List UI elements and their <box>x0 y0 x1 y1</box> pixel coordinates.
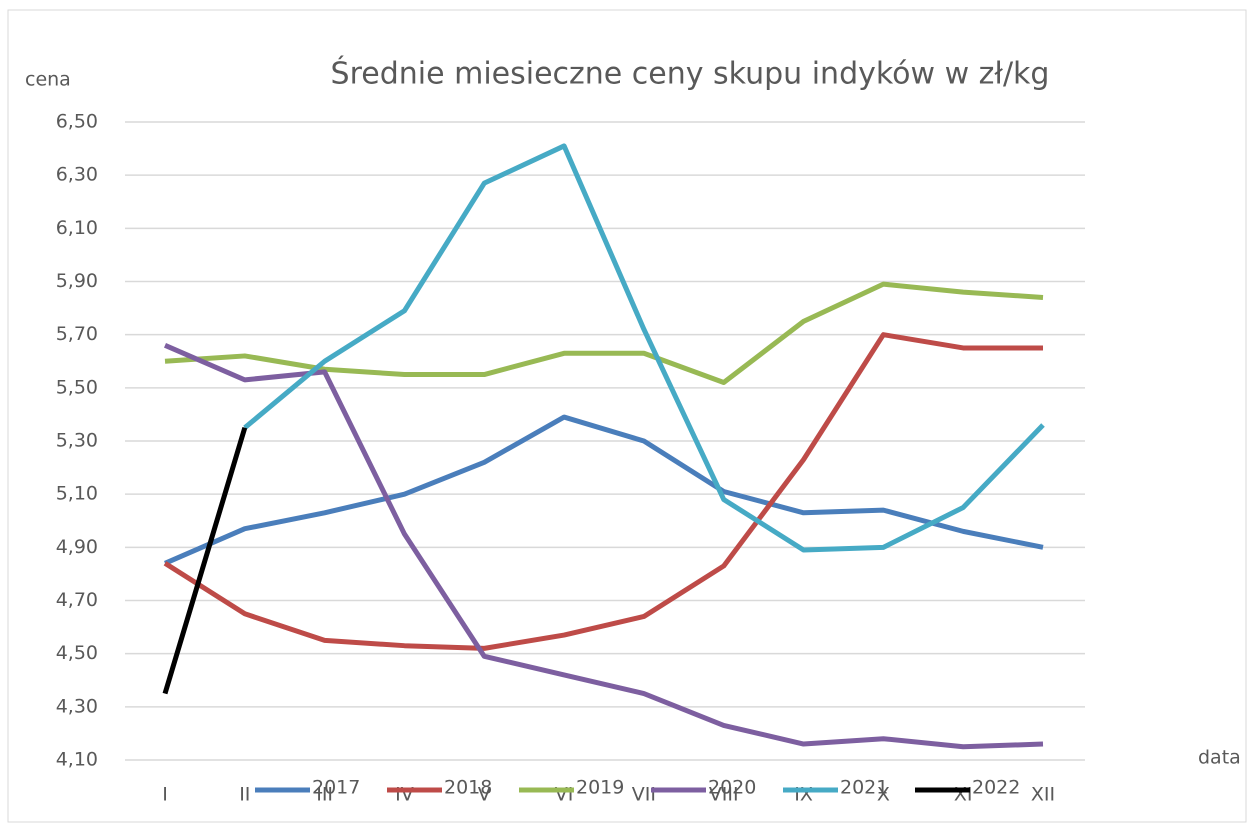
x-tick-label: IV <box>395 784 414 806</box>
y-tick-label: 5,10 <box>56 483 98 505</box>
y-tick-label: 5,70 <box>56 323 98 345</box>
legend-label: 2021 <box>840 777 888 799</box>
y-tick-label: 4,90 <box>56 536 98 558</box>
legend-label: 2017 <box>312 777 360 799</box>
legend-label: 2022 <box>972 777 1020 799</box>
x-tick-label: III <box>316 784 333 806</box>
y-axis-label: cena <box>25 69 71 91</box>
y-tick-label: 5,50 <box>56 376 98 398</box>
series-line <box>162 426 248 695</box>
x-tick-label: VI <box>555 784 574 806</box>
legend-label: 2020 <box>708 777 756 799</box>
x-tick-label: X <box>877 784 890 806</box>
legend-label: 2018 <box>444 777 492 799</box>
x-tick-label: XI <box>954 784 973 806</box>
y-tick-label: 5,30 <box>56 430 98 452</box>
x-tick-label: IX <box>794 784 813 806</box>
y-tick-label: 5,90 <box>56 270 98 292</box>
x-axis-label: data <box>1198 747 1241 769</box>
chart-frame <box>7 9 1247 823</box>
y-tick-label: 4,70 <box>56 589 98 611</box>
series-line <box>163 332 1043 651</box>
chart-title: Średnie miesieczne ceny skupu indyków w … <box>331 55 1050 92</box>
y-tick-label: 4,50 <box>56 642 98 664</box>
series-line <box>164 281 1044 386</box>
series-line <box>164 414 1044 566</box>
y-tick-label: 6,30 <box>56 164 98 186</box>
x-tick-label: VII <box>632 784 656 806</box>
x-tick-label: XII <box>1031 784 1055 806</box>
legend-label: 2019 <box>576 777 624 799</box>
x-tick-label: I <box>162 784 168 806</box>
y-tick-label: 4,10 <box>56 749 98 771</box>
series-line <box>243 143 1045 553</box>
y-tick-label: 6,50 <box>56 111 98 133</box>
x-tick-label: V <box>478 784 491 806</box>
y-tick-label: 4,30 <box>56 695 98 717</box>
y-tick-label: 6,10 <box>56 217 98 239</box>
x-tick-label: VIII <box>709 784 739 806</box>
x-tick-label: II <box>239 784 250 806</box>
